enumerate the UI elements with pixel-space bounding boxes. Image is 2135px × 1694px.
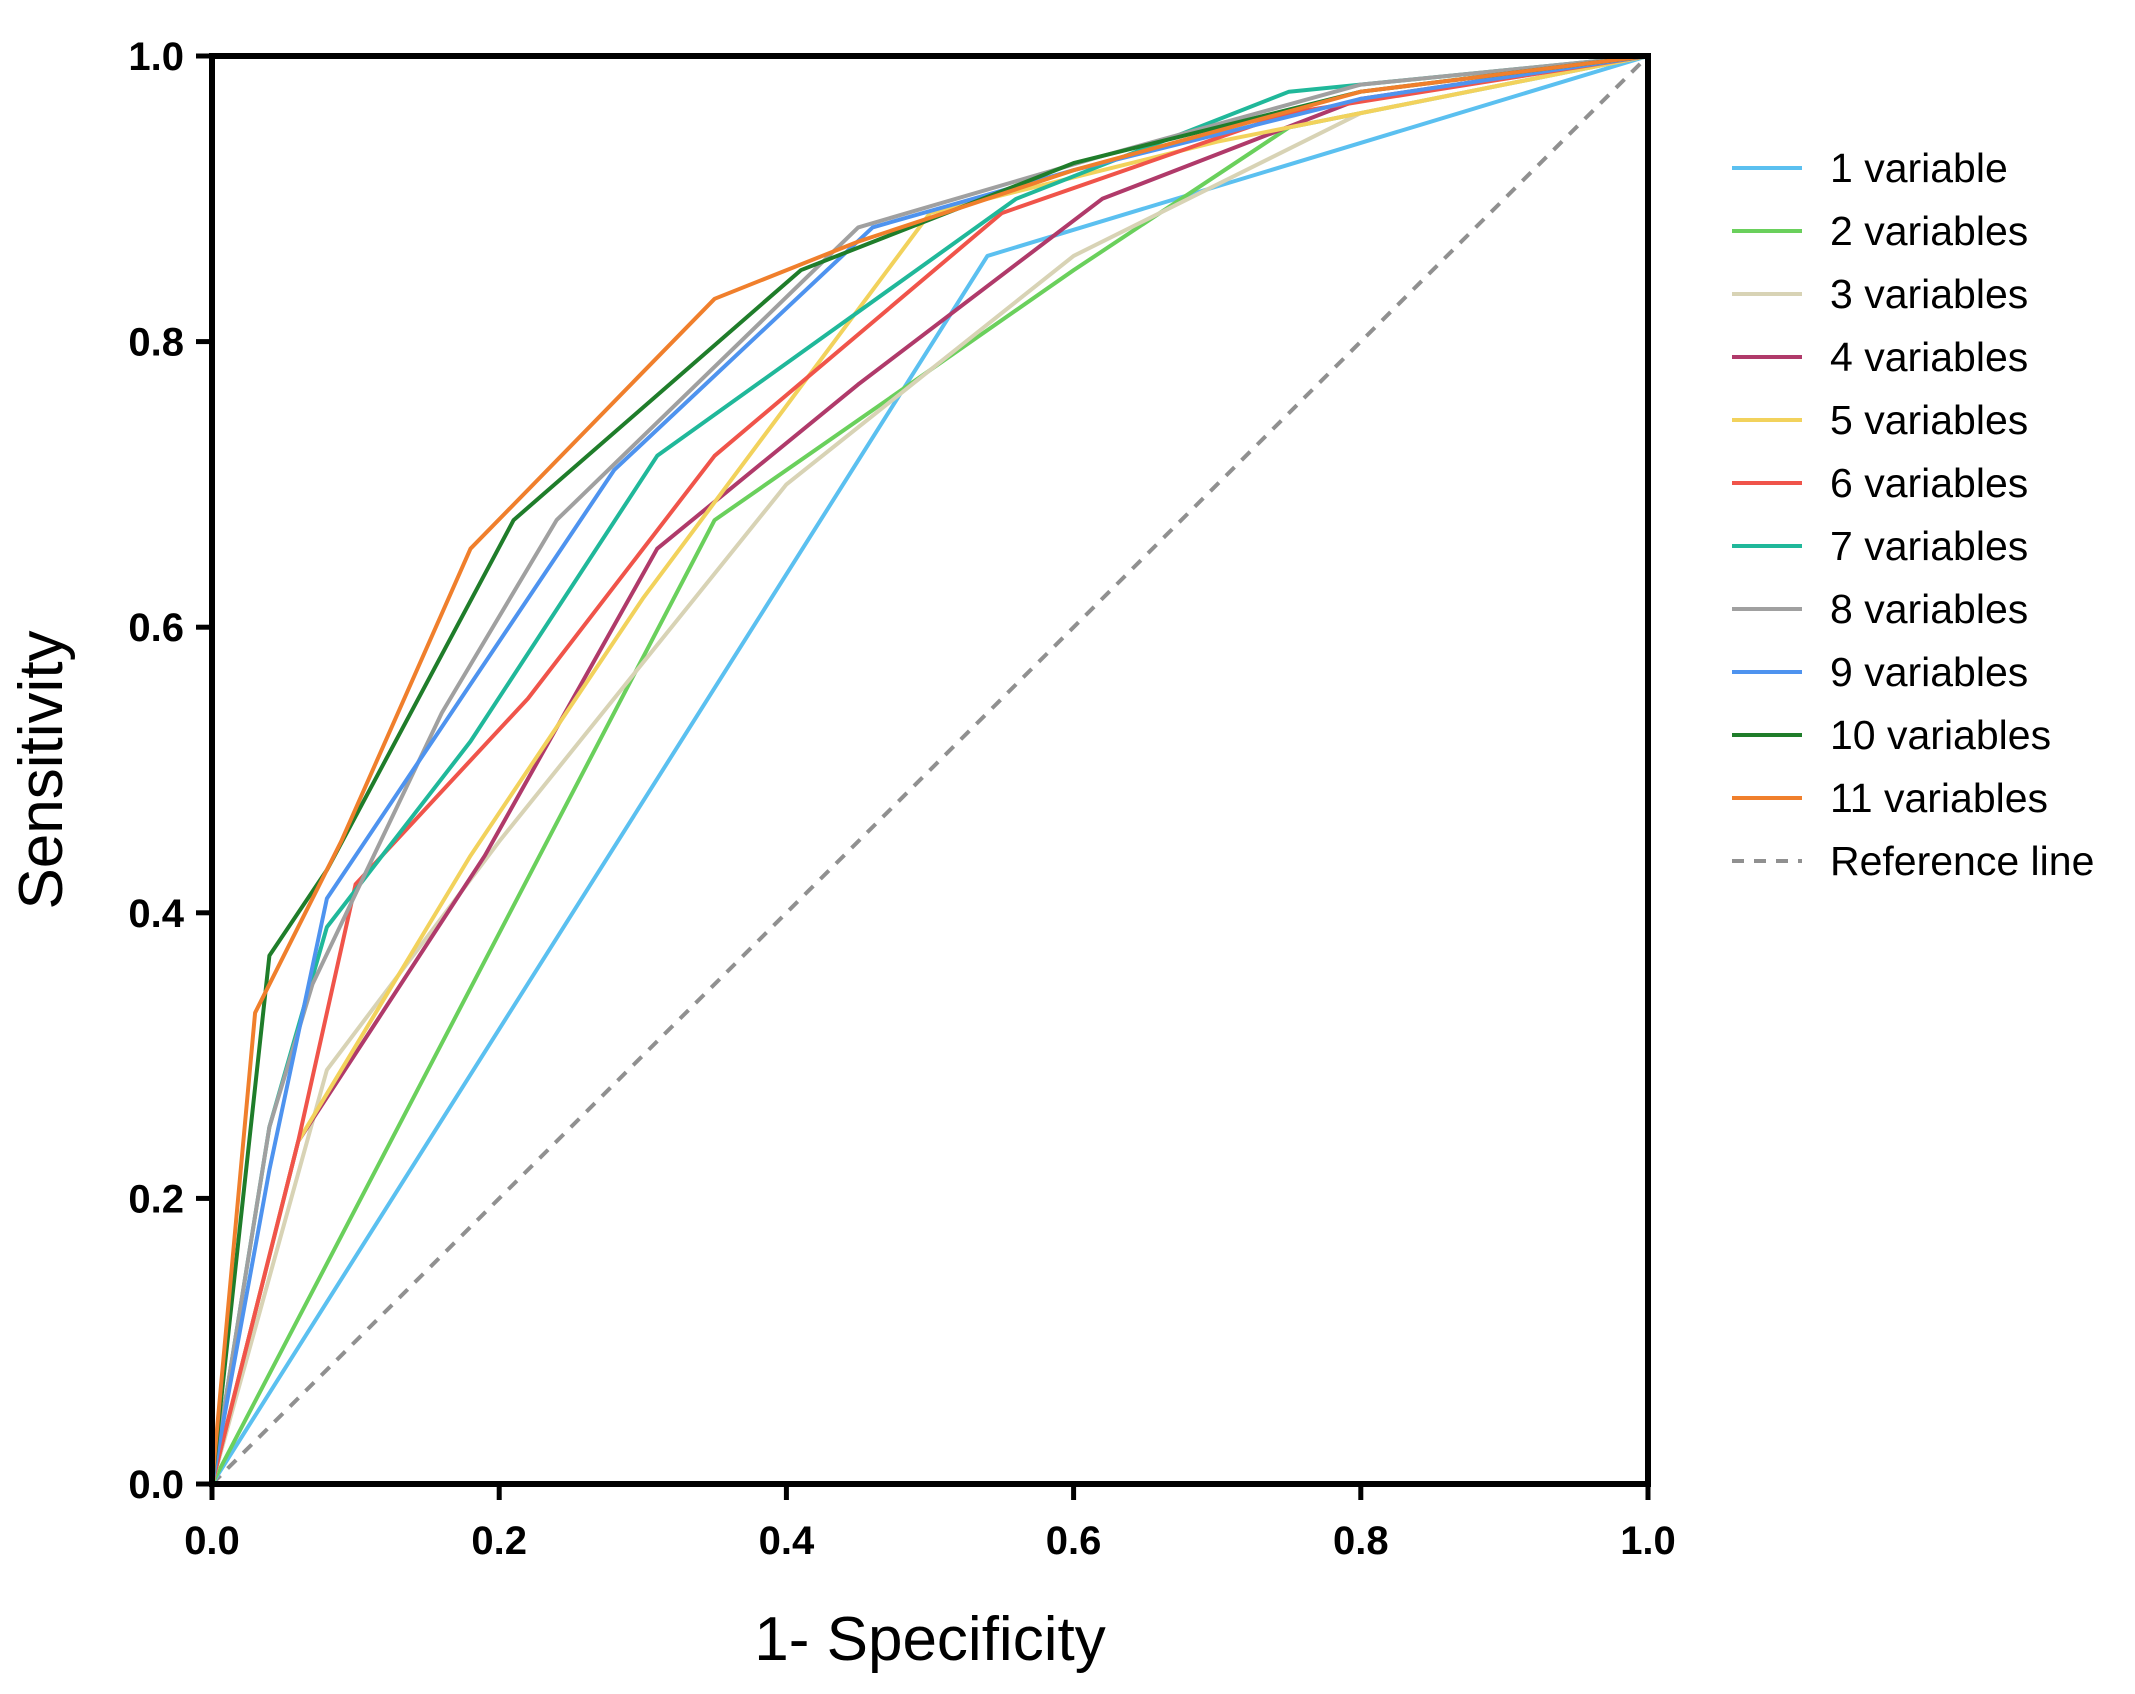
y-tick-label: 0.8	[128, 321, 184, 365]
x-tick-label: 0.2	[471, 1519, 527, 1563]
legend-label: 6 variables	[1830, 460, 2028, 506]
legend-label: 5 variables	[1830, 397, 2028, 443]
axis-ticks: 0.0 0.2 0.4 0.6 0.8 1.0 0.0 0.2 0.4 0.6 0.8 1.0	[128, 35, 1675, 1563]
x-tick-label: 0.8	[1333, 1519, 1389, 1563]
legend-label: 3 variables	[1830, 271, 2028, 317]
y-axis-title: Sensitivity	[7, 630, 76, 909]
series-line-4-variables	[210, 54, 1649, 1485]
series-line-11-variables	[210, 54, 1649, 1485]
y-tick-label: 0.0	[128, 1463, 184, 1507]
legend-label: Reference line	[1830, 838, 2094, 884]
legend-label: 9 variables	[1830, 649, 2028, 695]
x-tick-label: 0.4	[759, 1519, 815, 1563]
legend-label: 1 variable	[1830, 145, 2008, 191]
series-line-5-variables	[210, 54, 1649, 1485]
series-line-8-variables	[210, 54, 1649, 1485]
y-tick-label: 0.2	[128, 1177, 184, 1221]
x-tick-label: 0.0	[184, 1519, 240, 1563]
series-line-9-variables	[210, 54, 1649, 1485]
y-tick-label: 0.6	[128, 606, 184, 650]
legend: 1 variable 2 variables 3 variables 4 variab…	[1732, 145, 2094, 884]
series-line-1-variable	[210, 54, 1649, 1486]
legend-label: 2 variables	[1830, 208, 2028, 254]
legend-label: 10 variables	[1830, 712, 2051, 758]
plot-frame	[209, 53, 1651, 1487]
y-tick-label: 0.4	[128, 892, 184, 936]
x-tick-label: 1.0	[1620, 1519, 1676, 1563]
y-tick-label: 1.0	[128, 35, 184, 79]
x-tick-label: 0.6	[1046, 1519, 1102, 1563]
legend-label: 7 variables	[1830, 523, 2028, 569]
series-line-reference-line	[210, 54, 1650, 1486]
legend-label: 4 variables	[1830, 334, 2028, 380]
x-axis-title: 1- Specificity	[754, 1605, 1105, 1674]
series-layer	[210, 54, 1650, 1486]
legend-label: 11 variables	[1830, 775, 2048, 821]
legend-label: 8 variables	[1830, 586, 2028, 632]
